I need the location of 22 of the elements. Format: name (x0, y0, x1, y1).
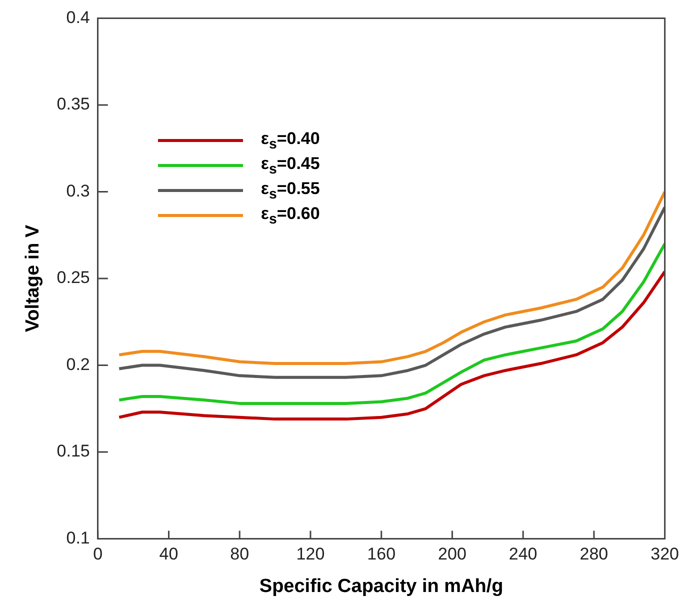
x-tick-label: 80 (230, 544, 250, 564)
y-axis-title: Voltage in V (22, 224, 44, 332)
x-tick-label: 40 (159, 544, 178, 564)
y-tick-label: 0.1 (66, 528, 90, 548)
legend-label: ε$_{s}$=0.60 (260, 204, 320, 228)
y-tick-label: 0.4 (66, 8, 90, 27)
legend-label: ε$_{s}$=0.45 (260, 154, 320, 178)
y-tick-label: 0.3 (66, 181, 90, 200)
y-tick-label: 0.35 (56, 94, 90, 114)
x-tick-label: 160 (367, 544, 396, 564)
x-tick-label: 200 (438, 544, 466, 564)
x-tick-label: 320 (650, 544, 680, 564)
x-tick-label: 280 (580, 544, 608, 564)
y-tick-label: 0.25 (56, 268, 90, 288)
y-tick-label: 0.2 (66, 354, 90, 374)
x-tick-label: 120 (296, 544, 325, 564)
legend-label: ε$_{s}$=0.40 (260, 128, 320, 152)
x-tick-label: 240 (508, 544, 538, 564)
x-tick-label: 0 (93, 544, 103, 564)
legend-label: ε$_{s}$=0.55 (260, 178, 320, 202)
y-tick-label: 0.15 (56, 442, 90, 461)
x-axis-title: Specific Capacity in mAh/g (259, 576, 504, 597)
